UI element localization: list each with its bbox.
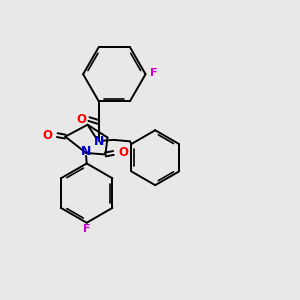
Text: F: F xyxy=(83,224,90,234)
Text: F: F xyxy=(150,68,158,78)
Text: N: N xyxy=(81,145,91,158)
Text: O: O xyxy=(118,146,128,160)
Text: N: N xyxy=(94,135,104,148)
Text: O: O xyxy=(76,112,86,126)
Text: O: O xyxy=(43,129,52,142)
